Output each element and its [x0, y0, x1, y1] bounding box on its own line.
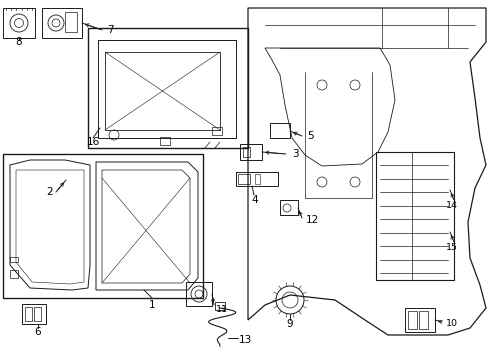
Bar	[215, 302, 225, 310]
Text: 16: 16	[86, 137, 99, 147]
Bar	[238, 174, 250, 184]
Bar	[10, 257, 18, 262]
Bar	[65, 12, 77, 32]
Bar	[408, 311, 417, 329]
Bar	[186, 282, 212, 306]
Text: 1: 1	[148, 300, 155, 310]
Text: 2: 2	[47, 187, 53, 197]
Text: 8: 8	[16, 37, 23, 47]
Text: 4: 4	[252, 195, 258, 205]
Text: 3: 3	[292, 149, 298, 159]
Bar	[240, 144, 262, 160]
Bar	[419, 311, 428, 329]
Text: 11: 11	[216, 306, 228, 315]
Bar	[236, 172, 278, 186]
Text: 14: 14	[446, 201, 458, 210]
Bar	[160, 137, 170, 145]
Bar	[243, 147, 250, 157]
Bar	[405, 308, 435, 332]
Bar	[22, 304, 46, 324]
Bar	[88, 28, 248, 148]
Text: 13: 13	[238, 335, 252, 345]
Text: 5: 5	[307, 131, 313, 141]
Bar	[98, 40, 236, 138]
Bar	[255, 174, 260, 184]
Bar	[3, 154, 203, 298]
Bar	[270, 123, 290, 138]
Text: 9: 9	[287, 319, 294, 329]
Bar	[10, 270, 18, 278]
Bar	[34, 307, 41, 321]
Bar	[42, 8, 82, 38]
Bar	[280, 200, 298, 215]
Text: 12: 12	[305, 215, 318, 225]
Text: 6: 6	[35, 327, 41, 337]
Text: 7: 7	[107, 25, 113, 35]
Bar	[376, 152, 454, 280]
Bar	[105, 52, 220, 130]
Text: 10: 10	[446, 320, 458, 328]
Bar	[3, 8, 35, 38]
Bar	[212, 127, 222, 135]
Text: 15: 15	[446, 243, 458, 252]
Bar	[25, 307, 32, 321]
